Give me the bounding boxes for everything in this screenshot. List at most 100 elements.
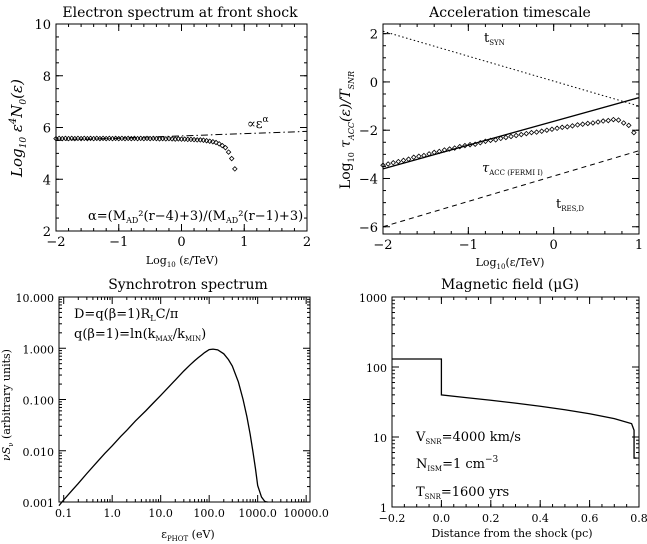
y-tick-label: 1000 bbox=[359, 292, 387, 305]
x-tick-label: −1 bbox=[459, 238, 478, 253]
panel4-ticks: −0.2 0.0 0.2 0.4 0.6 0.8 1 10 100 1000 bbox=[359, 292, 647, 525]
data-point bbox=[213, 139, 219, 146]
panel3-annot-d: D=q(β=1)RLC/π bbox=[74, 307, 179, 323]
panel2-frame bbox=[382, 23, 640, 235]
data-point bbox=[492, 137, 499, 143]
panel2-label-tsyn: tSYN bbox=[484, 31, 505, 47]
x-tick-label: 10.0 bbox=[148, 507, 173, 520]
x-tick-label: 0.4 bbox=[531, 512, 549, 525]
y-tick-label: 10 bbox=[34, 18, 51, 33]
data-point bbox=[210, 138, 216, 145]
data-point bbox=[457, 143, 463, 150]
data-point bbox=[523, 130, 530, 137]
data-point bbox=[395, 158, 402, 165]
y-tick-label: 6 bbox=[43, 122, 51, 137]
panel1-ticks: −2 −1 0 1 2 2 4 6 8 10 bbox=[34, 18, 311, 250]
data-point bbox=[503, 134, 509, 141]
panel1-frame bbox=[55, 23, 308, 232]
panel2-xlabel: Log10(ε/TeV) bbox=[476, 256, 545, 271]
data-point bbox=[595, 119, 601, 125]
y-tick-label: −4 bbox=[359, 172, 378, 187]
x-tick-label: 10000.0 bbox=[283, 507, 329, 520]
data-point bbox=[620, 120, 627, 126]
data-point bbox=[631, 129, 637, 136]
data-point bbox=[451, 145, 458, 151]
panel3-annot-q: q(β=1)=ln(kMAX/kMIN) bbox=[74, 327, 206, 343]
data-point bbox=[508, 133, 514, 140]
y-tick-label: 8 bbox=[43, 70, 51, 85]
x-tick-label: 0.0 bbox=[433, 512, 451, 525]
synchrotron-curve bbox=[58, 348, 268, 507]
data-point bbox=[400, 157, 407, 164]
x-tick-label: 0.8 bbox=[630, 512, 647, 525]
x-tick-label: 1 bbox=[240, 235, 248, 250]
data-point bbox=[549, 126, 555, 133]
y-tick-label: 100 bbox=[366, 362, 387, 375]
panel1-title: Electron spectrum at front shock bbox=[62, 5, 298, 21]
x-tick-label: 1000.0 bbox=[238, 507, 277, 520]
data-point bbox=[518, 131, 525, 138]
panel3-ticks: 0.1 1.0 10.0 100.0 1000.0 10000.0 0.001 0.010 0.… bbox=[16, 292, 329, 520]
panel-acceleration-timescale: Acceleration timescale −2 −1 0 1 −6 −4 −2 0 2 Lo… bbox=[338, 5, 643, 271]
panel-electron-spectrum: Electron spectrum at front shock −2 −1 0 1 2… bbox=[8, 5, 311, 269]
panel1-annot-alpha: α=(MAD²(r−4)+3)/(MAD²(r−1)+3) bbox=[88, 209, 303, 225]
y-tick-label: 2 bbox=[43, 225, 51, 240]
data-point bbox=[610, 116, 617, 123]
y-tick-label: −6 bbox=[359, 221, 378, 236]
data-point bbox=[564, 124, 571, 130]
fermi-line bbox=[382, 96, 640, 170]
panel1-data bbox=[53, 130, 308, 172]
y-tick-label: 0.010 bbox=[23, 446, 55, 459]
x-tick-label: 1 bbox=[635, 238, 643, 253]
panel2-data bbox=[380, 30, 640, 228]
data-point bbox=[528, 129, 535, 136]
x-tick-label: −2 bbox=[46, 235, 65, 250]
y-tick-label: 1.000 bbox=[23, 343, 55, 356]
data-point bbox=[446, 146, 453, 152]
data-point bbox=[579, 121, 586, 127]
x-tick-label: 0 bbox=[550, 238, 558, 253]
data-point bbox=[206, 138, 213, 144]
data-point bbox=[554, 125, 560, 132]
data-point bbox=[533, 129, 540, 135]
y-tick-label: 4 bbox=[43, 173, 51, 188]
panel2-label-tau-fermi: τACC (FERMI I) bbox=[482, 161, 543, 177]
panel-synchrotron-spectrum: Synchrotron spectrum 0.1 1.0 10.0 100.0 1000… bbox=[0, 277, 329, 543]
x-tick-label: 0.1 bbox=[55, 507, 73, 520]
panel2-label-tres: tRES,D bbox=[556, 197, 584, 213]
data-point bbox=[225, 149, 232, 155]
x-tick-label: 0 bbox=[177, 235, 185, 250]
y-tick-label: −2 bbox=[359, 124, 378, 139]
data-point bbox=[200, 137, 207, 143]
svg-text:νSν (arbitrary units): νSν (arbitrary units) bbox=[0, 349, 15, 461]
data-point bbox=[232, 166, 238, 172]
panel4-title: Magnetic field (μG) bbox=[441, 277, 579, 293]
panel1-ylabel: Log10 ε4N0(ε) bbox=[8, 79, 29, 178]
data-point bbox=[605, 117, 612, 124]
data-point bbox=[615, 117, 622, 123]
x-tick-label: −1 bbox=[109, 235, 128, 250]
x-tick-label: −2 bbox=[373, 238, 392, 253]
data-point bbox=[203, 137, 210, 144]
panel4-frame bbox=[391, 296, 640, 508]
panel3-title: Synchrotron spectrum bbox=[108, 277, 268, 293]
data-point bbox=[625, 122, 632, 129]
data-point bbox=[222, 144, 229, 151]
data-point bbox=[380, 162, 386, 168]
data-point bbox=[385, 161, 391, 167]
panel3-xlabel: εPHOT (eV) bbox=[161, 528, 214, 543]
panel3-data bbox=[58, 348, 268, 507]
data-point bbox=[219, 142, 226, 149]
y-tick-label: 0.001 bbox=[23, 497, 55, 510]
data-point bbox=[585, 120, 591, 127]
data-point bbox=[513, 132, 519, 139]
y-tick-label: 0 bbox=[370, 76, 378, 91]
data-point bbox=[600, 118, 606, 124]
y-tick-label: 10.000 bbox=[16, 292, 55, 305]
data-point bbox=[497, 135, 504, 142]
data-point bbox=[228, 155, 235, 162]
x-tick-label: −0.2 bbox=[379, 512, 406, 525]
data-point bbox=[574, 122, 581, 128]
y-tick-label: 10 bbox=[373, 432, 387, 445]
